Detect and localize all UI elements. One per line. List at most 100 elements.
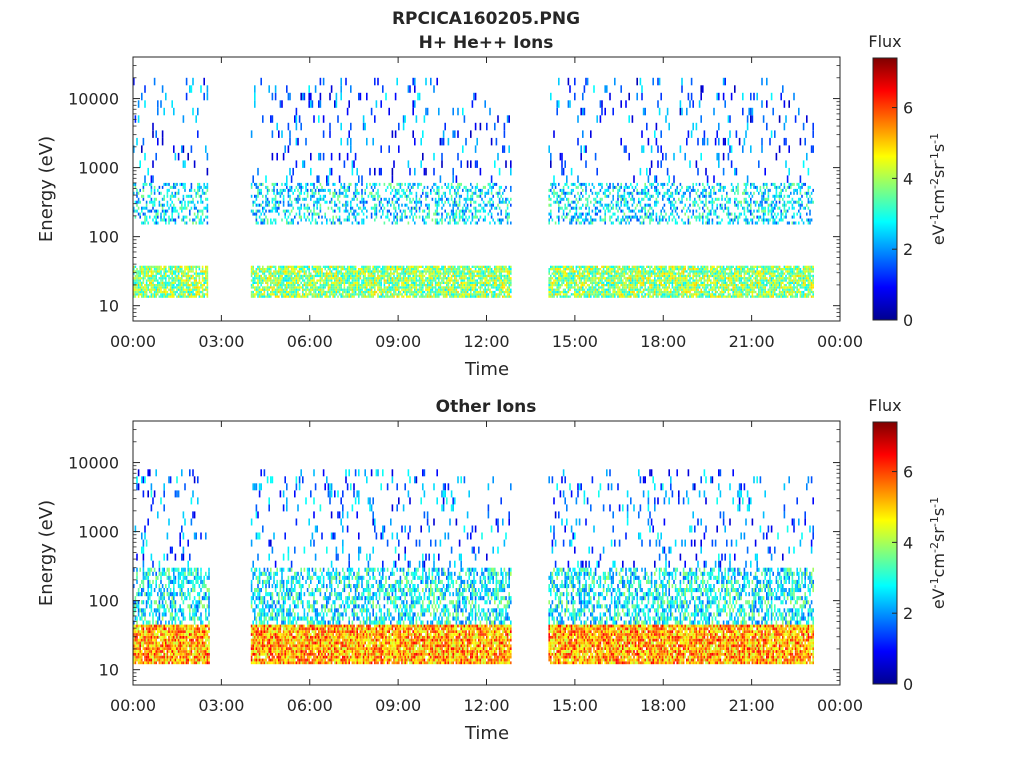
flux-pixel xyxy=(585,281,587,284)
flux-pixel xyxy=(133,279,135,282)
flux-pixel xyxy=(278,268,280,271)
flux-pixel xyxy=(326,200,328,204)
flux-pixel xyxy=(482,281,485,284)
flux-pixel xyxy=(612,107,614,116)
flux-pixel xyxy=(260,288,262,291)
flux-pixel xyxy=(470,270,472,273)
flux-pixel xyxy=(618,281,621,284)
flux-pixel xyxy=(310,152,312,161)
flux-pixel xyxy=(268,268,270,271)
flux-pixel xyxy=(362,206,365,210)
flux-pixel xyxy=(370,281,373,284)
flux-pixel xyxy=(610,284,613,287)
flux-pixel xyxy=(187,284,189,287)
flux-pixel xyxy=(343,272,346,275)
flux-pixel xyxy=(348,188,350,192)
flux-pixel xyxy=(282,188,285,192)
flux-pixel xyxy=(606,290,608,294)
flux-pixel xyxy=(500,200,502,204)
flux-pixel xyxy=(401,182,403,186)
flux-pixel xyxy=(452,185,454,189)
flux-pixel xyxy=(436,203,438,207)
flux-pixel xyxy=(553,295,555,298)
flux-pixel xyxy=(463,209,466,213)
flux-pixel xyxy=(169,293,172,296)
flux-pixel xyxy=(412,265,414,268)
flux-pixel xyxy=(198,272,201,275)
flux-pixel xyxy=(482,272,485,275)
flux-pixel xyxy=(490,272,493,275)
flux-pixel xyxy=(609,218,611,222)
flux-pixel xyxy=(426,288,429,291)
flux-pixel xyxy=(625,185,627,189)
flux-pixel xyxy=(508,270,510,273)
flux-pixel xyxy=(337,290,339,294)
flux-pixel xyxy=(366,209,368,213)
flux-pixel xyxy=(278,200,280,204)
flux-pixel xyxy=(161,281,164,284)
flux-pixel xyxy=(177,152,180,161)
flux-pixel xyxy=(484,284,486,287)
flux-pixel xyxy=(450,277,453,280)
flux-pixel xyxy=(345,191,347,195)
flux-pixel xyxy=(618,279,621,282)
flux-pixel xyxy=(617,293,619,296)
flux-pixel xyxy=(426,265,429,268)
flux-pixel xyxy=(406,215,408,219)
flux-pixel xyxy=(588,274,590,278)
flux-pixel xyxy=(375,277,378,280)
flux-pixel xyxy=(500,270,502,273)
flux-pixel xyxy=(168,221,170,225)
flux-pixel xyxy=(353,215,355,219)
flux-pixel xyxy=(329,130,331,138)
flux-pixel xyxy=(574,288,576,291)
flux-pixel xyxy=(492,286,494,289)
flux-pixel xyxy=(391,293,394,296)
flux-pixel xyxy=(586,197,589,201)
flux-pixel xyxy=(503,274,506,278)
flux-pixel xyxy=(153,279,156,282)
flux-pixel xyxy=(174,279,177,282)
flux-pixel xyxy=(498,191,501,195)
flux-pixel xyxy=(348,182,350,186)
flux-pixel xyxy=(454,203,456,207)
flux-pixel xyxy=(388,265,390,268)
flux-pixel xyxy=(318,115,320,123)
flux-pixel xyxy=(602,270,605,273)
flux-pixel xyxy=(503,295,506,298)
flux-pixel xyxy=(607,185,610,189)
flux-pixel xyxy=(468,288,470,291)
flux-pixel xyxy=(354,286,357,289)
flux-pixel xyxy=(340,279,342,282)
flux-pixel xyxy=(599,290,602,294)
flux-pixel xyxy=(171,209,173,213)
flux-pixel xyxy=(399,279,402,282)
flux-pixel xyxy=(166,194,169,198)
flux-pixel xyxy=(305,274,307,278)
flux-pixel xyxy=(433,270,435,273)
flux-pixel xyxy=(508,293,510,296)
flux-pixel xyxy=(414,85,416,93)
flux-pixel xyxy=(406,197,408,201)
flux-pixel xyxy=(444,286,446,289)
flux-pixel xyxy=(505,295,507,298)
flux-pixel xyxy=(136,279,138,282)
flux-pixel xyxy=(596,277,598,280)
flux-pixel xyxy=(393,274,395,278)
flux-pixel xyxy=(150,191,153,195)
flux-pixel xyxy=(260,295,262,298)
flux-pixel xyxy=(136,203,138,207)
flux-pixel xyxy=(198,194,201,198)
flux-pixel xyxy=(494,122,496,131)
flux-pixel xyxy=(346,200,349,204)
flux-pixel xyxy=(150,274,153,278)
flux-pixel xyxy=(155,270,157,273)
flux-pixel xyxy=(174,281,177,284)
flux-pixel xyxy=(505,277,507,280)
flux-pixel xyxy=(383,274,386,278)
flux-pixel xyxy=(306,194,309,198)
flux-pixel xyxy=(340,77,342,86)
flux-pixel xyxy=(192,107,194,116)
flux-pixel xyxy=(602,290,605,294)
flux-pixel xyxy=(402,209,405,213)
